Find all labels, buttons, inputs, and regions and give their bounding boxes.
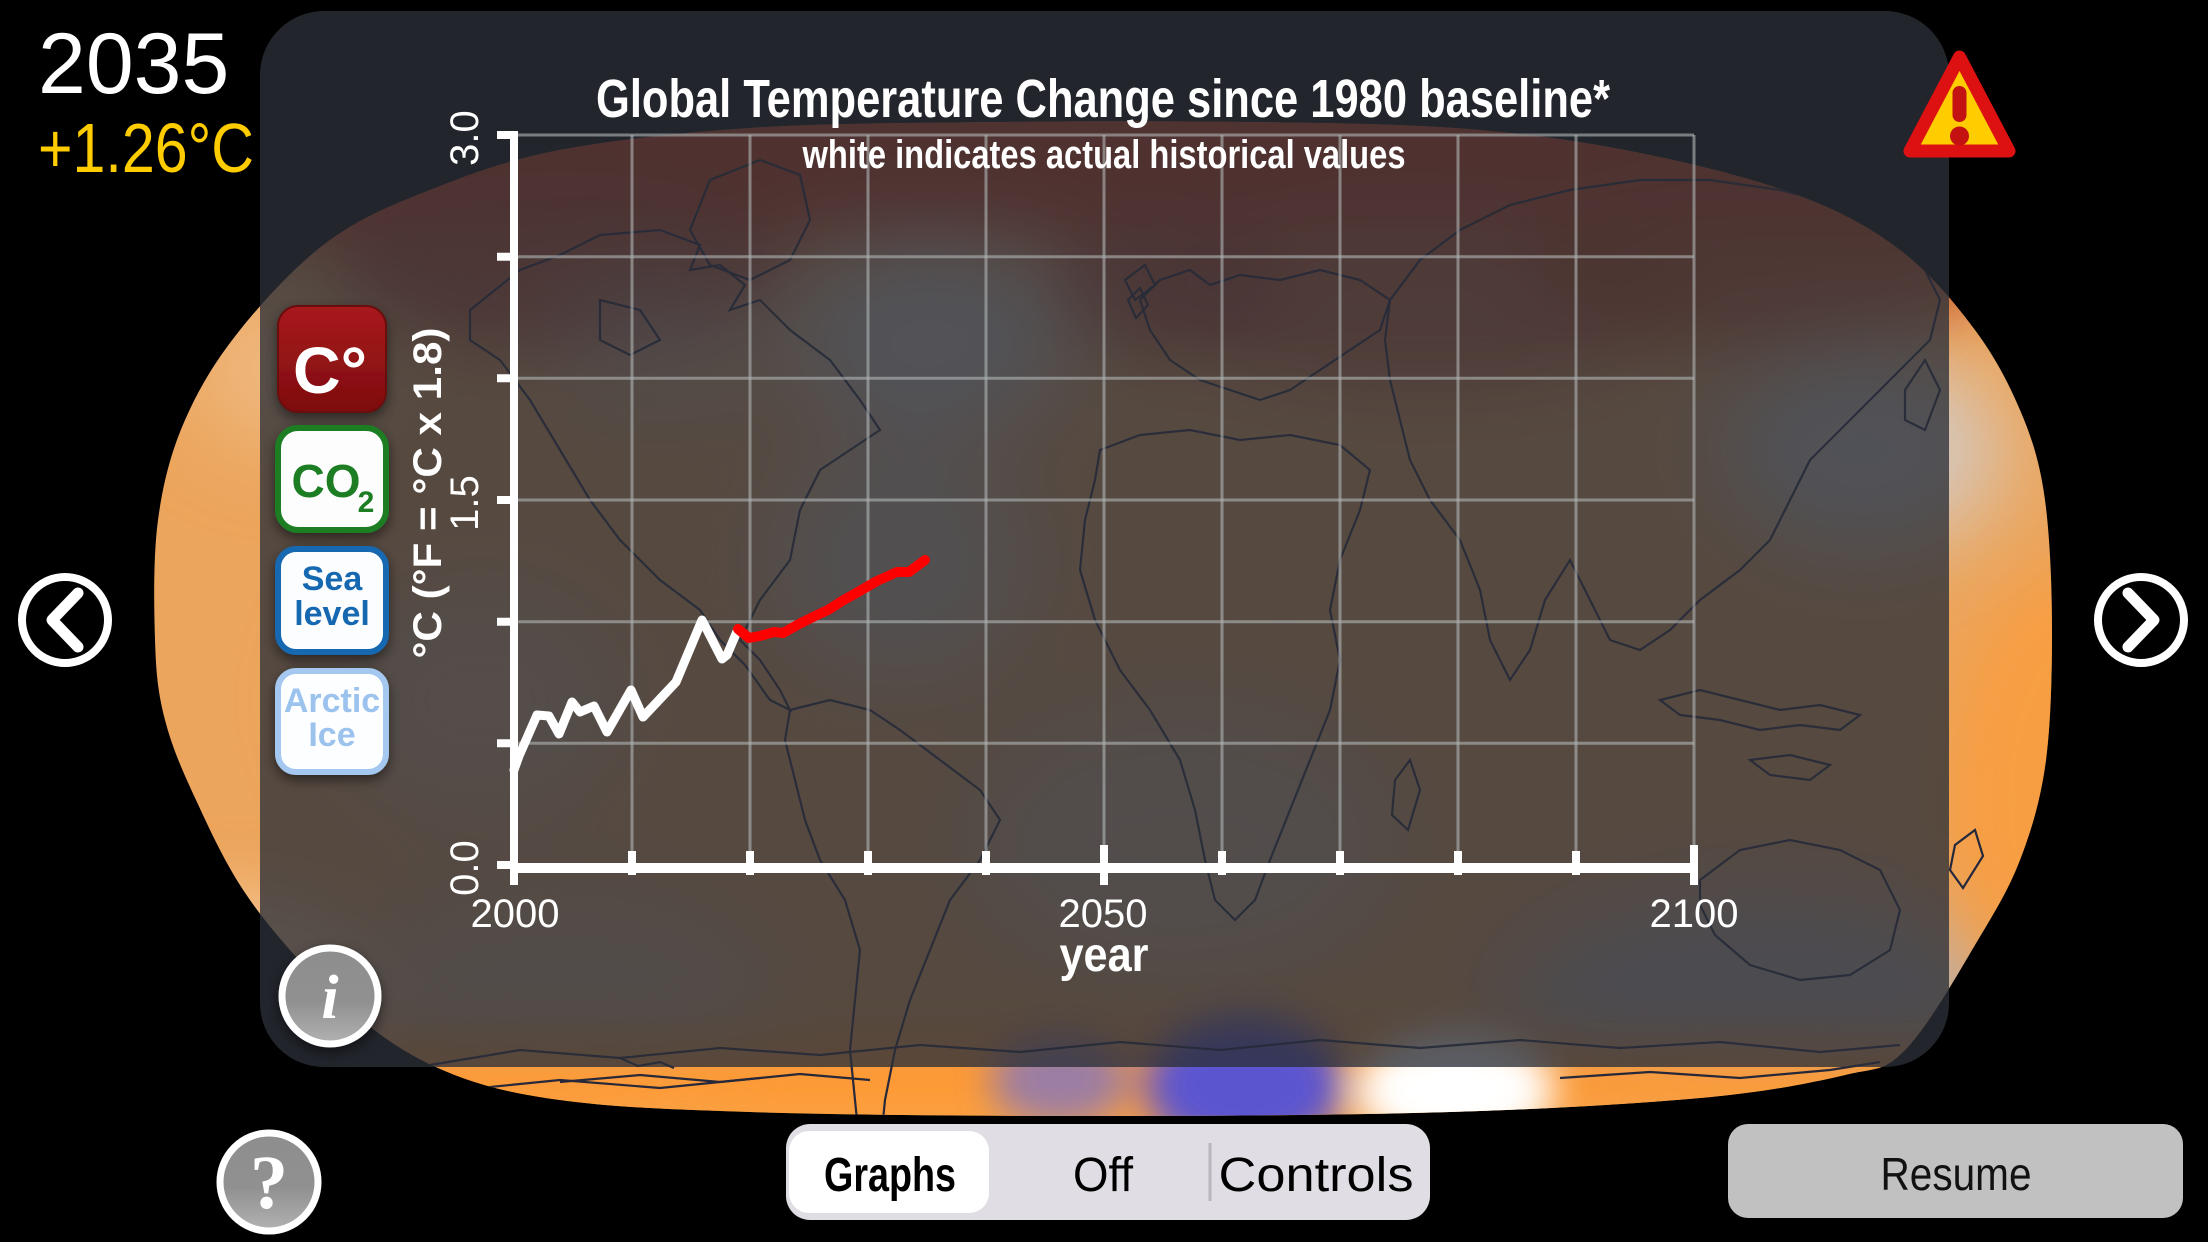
svg-text:Off: Off (1073, 1149, 1134, 1202)
svg-text:2000: 2000 (471, 892, 560, 936)
svg-text:white indicates actual histori: white indicates actual historical values (802, 133, 1406, 177)
svg-text:year: year (1060, 929, 1149, 982)
svg-text:°C (°F = °C x 1.8): °C (°F = °C x 1.8) (406, 328, 450, 659)
svg-text:Controls: Controls (1219, 1149, 1414, 1202)
svg-text:Arctic: Arctic (284, 682, 380, 720)
svg-text:level: level (294, 595, 370, 633)
svg-text:Sea: Sea (302, 560, 364, 598)
svg-text:i: i (321, 964, 338, 1032)
svg-text:1.5: 1.5 (443, 475, 487, 531)
svg-text:CO: CO (292, 455, 361, 507)
svg-text:2035: 2035 (38, 16, 229, 112)
svg-text:2050: 2050 (1059, 892, 1148, 936)
svg-text:C°: C° (293, 333, 367, 407)
svg-text:Ice: Ice (308, 716, 355, 754)
svg-text:2: 2 (358, 486, 375, 519)
svg-text:Global Temperature Change sinc: Global Temperature Change since 1980 bas… (596, 69, 1610, 129)
svg-text:3.0: 3.0 (443, 110, 487, 166)
svg-text:Graphs: Graphs (824, 1149, 956, 1202)
svg-text:+1.26°C: +1.26°C (38, 109, 254, 187)
svg-text:?: ? (250, 1141, 288, 1225)
svg-text:Resume: Resume (1881, 1148, 2032, 1200)
svg-text:0.0: 0.0 (443, 840, 487, 896)
svg-text:2100: 2100 (1650, 892, 1739, 936)
